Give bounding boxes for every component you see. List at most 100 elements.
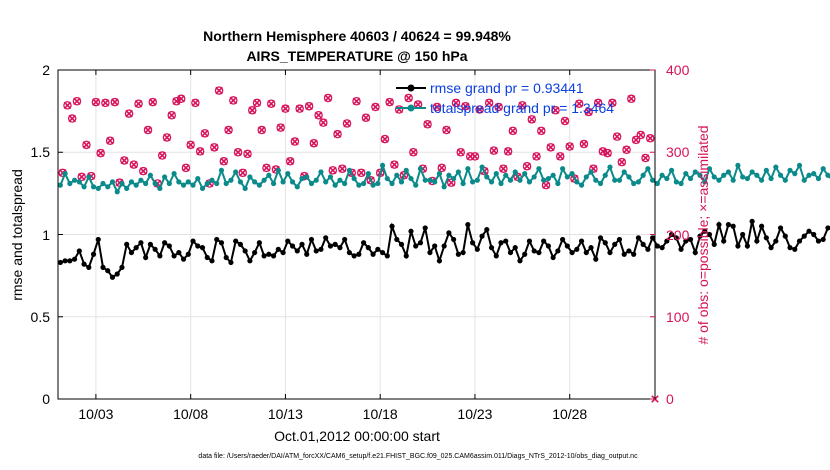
- totalspread-point: [342, 180, 348, 187]
- legend-marker-totalspread: [407, 104, 415, 112]
- totalspread-point: [768, 175, 774, 182]
- obs-possible-point: [608, 98, 617, 108]
- totalspread-point: [754, 172, 760, 178]
- totalspread-point: [285, 171, 291, 177]
- obs-assimilated-point: [257, 126, 266, 134]
- obs-possible-point: [257, 125, 266, 135]
- rmse-point: [105, 268, 111, 274]
- obs-assimilated-point: [148, 98, 157, 106]
- rmse-point: [398, 241, 405, 247]
- totalspread-point: [289, 179, 296, 185]
- obs-assimilated-point: [452, 99, 460, 107]
- totalspread-point: [697, 172, 703, 178]
- rmse-point: [626, 248, 632, 254]
- obs-assimilated-point: [201, 129, 209, 138]
- obs-possible-point: [167, 110, 176, 120]
- obs-possible-point: [181, 163, 191, 173]
- obs-possible-point: [361, 113, 371, 122]
- obs-assimilated-point: [220, 157, 228, 166]
- totalspread-point: [612, 177, 618, 183]
- totalspread-point: [124, 185, 130, 192]
- obs-possible-point: [157, 151, 167, 160]
- totalspread-point: [687, 175, 694, 182]
- totalspread-point: [308, 180, 315, 187]
- obs-assimilated-point: [68, 114, 76, 123]
- rmse-point: [678, 246, 684, 252]
- obs-possible-point: [290, 137, 300, 146]
- obs-possible-point: [328, 166, 338, 175]
- rmse-point: [299, 241, 305, 247]
- totalspread-point: [474, 177, 480, 183]
- totalspread-point: [545, 175, 551, 182]
- rmse-point: [323, 235, 329, 241]
- rmse-point: [550, 254, 556, 261]
- obs-possible-point: [162, 133, 172, 142]
- obs-assimilated-point: [561, 117, 569, 125]
- rmse-point: [190, 238, 196, 244]
- rmse-point: [446, 230, 452, 236]
- obs-possible-point: [67, 114, 77, 123]
- rmse-point: [631, 251, 637, 257]
- rmse-point: [242, 248, 248, 254]
- totalspread-point: [455, 169, 461, 175]
- obs-possible-point: [399, 171, 409, 180]
- obs-possible-point: [537, 126, 546, 136]
- rmse-point: [744, 243, 750, 249]
- obs-assimilated-point: [461, 102, 470, 110]
- obs-possible-point: [281, 104, 290, 113]
- obs-possible-point: [437, 163, 447, 173]
- obs-possible-point: [503, 147, 513, 156]
- totalspread-point: [498, 180, 504, 187]
- rmse-point: [370, 251, 376, 257]
- rmse-point: [223, 254, 229, 261]
- totalspread-point: [166, 180, 172, 187]
- totalspread-point: [517, 177, 523, 183]
- rmse-point: [356, 251, 362, 257]
- obs-assimilated-point: [518, 101, 527, 110]
- totalspread-point: [659, 172, 665, 178]
- totalspread-point: [569, 171, 575, 177]
- totalspread-point: [469, 179, 476, 185]
- y-tick-label: 1: [42, 227, 50, 243]
- obs-possible-point: [352, 97, 361, 106]
- totalspread-point: [616, 177, 623, 183]
- rmse-point: [654, 243, 660, 249]
- totalspread-point: [773, 164, 779, 170]
- totalspread-point: [81, 184, 87, 190]
- obs-assimilated-point: [92, 98, 100, 106]
- rmse-point: [740, 231, 746, 238]
- obs-assimilated-point: [343, 119, 351, 128]
- rmse-point: [706, 231, 713, 238]
- obs-possible-point: [560, 116, 570, 126]
- rmse-point: [635, 235, 642, 241]
- obs-possible-point: [143, 125, 153, 135]
- obs-possible-point: [451, 98, 461, 108]
- rmse-point: [365, 245, 371, 251]
- totalspread-point: [128, 179, 135, 185]
- obs-possible-point: [470, 152, 480, 161]
- obs-possible-point: [229, 96, 238, 105]
- rmse-point: [233, 238, 239, 244]
- rmse-point: [100, 264, 106, 270]
- rmse-point: [209, 258, 215, 264]
- rmse-point: [351, 253, 357, 259]
- rmse-point: [792, 246, 798, 252]
- obs-assimilated-point: [224, 126, 233, 134]
- rmse-point: [95, 236, 101, 243]
- obs-possible-point: [641, 153, 650, 163]
- totalspread-point: [252, 179, 258, 185]
- obs-assimilated-point: [120, 156, 129, 165]
- totalspread-point: [716, 177, 722, 183]
- rmse-point: [692, 249, 698, 256]
- totalspread-point: [749, 169, 755, 175]
- totalspread-point: [735, 162, 741, 169]
- y-axis-left-tick-labels: 0 0.5 1 1.5 2: [31, 62, 51, 407]
- obs-possible-point: [432, 102, 442, 112]
- totalspread-point: [114, 189, 120, 195]
- totalspread-point: [564, 174, 570, 180]
- obs-assimilated-point: [234, 148, 242, 157]
- obs-possible-point: [551, 106, 560, 115]
- obs-possible-point: [96, 148, 105, 158]
- totalspread-point: [787, 167, 793, 173]
- x-tick-label: 10/28: [552, 406, 587, 422]
